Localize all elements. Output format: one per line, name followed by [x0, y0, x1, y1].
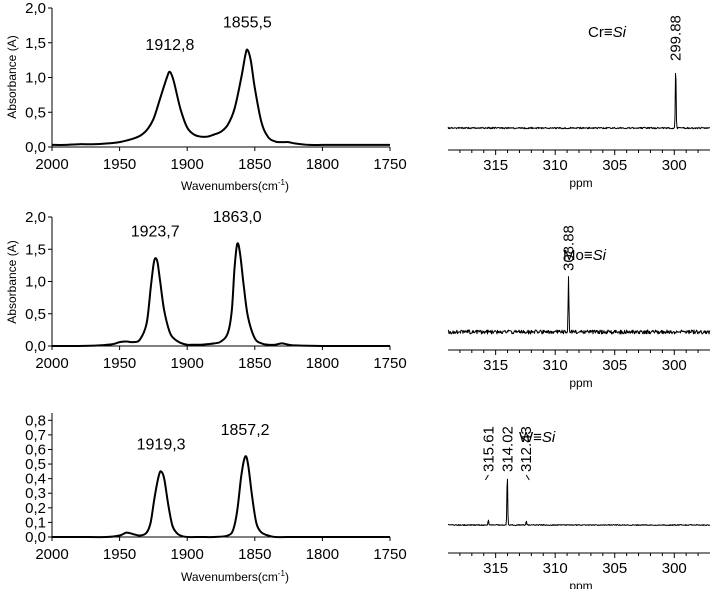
x-tick-label: 315	[483, 357, 508, 374]
compound-ligand: Si	[542, 429, 556, 446]
x-tick-label: 300	[662, 560, 687, 577]
x-tick-label: 2000	[35, 355, 68, 372]
peak-label: 315.61	[480, 426, 497, 472]
x-tick-label: 1900	[171, 156, 204, 173]
nmr-spectrum-line	[447, 72, 710, 130]
x-tick-label: 310	[543, 157, 568, 174]
x-tick-label: 305	[602, 357, 627, 374]
peak-label: 312.43	[518, 426, 535, 472]
x-tick-label: 2000	[35, 546, 68, 563]
x-axis-label-close: )	[285, 179, 289, 193]
compound-metal: Cr≡	[588, 24, 613, 41]
x-tick-label: 310	[543, 560, 568, 577]
x-tick-label: 1850	[238, 546, 271, 563]
peak-label: 1857,2	[221, 422, 270, 439]
x-tick-label: 1800	[306, 546, 339, 563]
x-tick-label: 310	[543, 357, 568, 374]
x-tick-label: 1750	[373, 156, 406, 173]
y-tick-label: 0,6	[25, 441, 46, 458]
x-tick-label: 315	[483, 157, 508, 174]
y-tick-label: 0,7	[25, 427, 46, 444]
y-tick-label: 0,1	[25, 514, 46, 531]
y-tick-label: 0,0	[25, 139, 46, 156]
x-axis-label-sup: -1	[278, 569, 286, 578]
peak-label: 1923,7	[131, 223, 180, 240]
x-tick-label: 300	[662, 357, 687, 374]
y-tick-label: 0,4	[25, 471, 46, 488]
x-tick-label: 1900	[171, 355, 204, 372]
y-axis-label: Absorbance (A)	[5, 240, 19, 323]
x-tick-label: 1900	[171, 546, 204, 563]
x-tick-label: 1800	[306, 355, 339, 372]
peak-label: 299.88	[668, 15, 685, 61]
peak-label: 308.88	[561, 225, 578, 271]
x-tick-label: 1800	[306, 156, 339, 173]
peak-label: 1919,3	[137, 436, 186, 453]
compound-ligand: Si	[593, 247, 607, 264]
x-tick-label: 300	[662, 157, 687, 174]
x-tick-label: 1950	[103, 546, 136, 563]
compound-metal: W≡	[519, 429, 542, 446]
compound-ligand: Si	[613, 24, 627, 41]
x-tick-label: 1850	[238, 355, 271, 372]
compound-metal: Mo≡	[563, 247, 593, 264]
x-axis-label-text: Wavenumbers(cm	[181, 570, 278, 584]
y-tick-label: 0,5	[25, 104, 46, 121]
ir-panel-3: 0,00,10,20,30,40,50,60,70,8 2000 1950 1900 1…	[25, 412, 407, 584]
x-axis-label-sup: -1	[278, 178, 286, 187]
nmr-spectrum-line	[447, 478, 711, 526]
x-tick-label: 1950	[103, 355, 136, 372]
y-tick-label: 1,0	[25, 274, 46, 291]
nmr-spectrum-line	[447, 276, 711, 335]
y-tick-label: 0,0	[25, 338, 46, 355]
y-tick-label: 0,5	[25, 456, 46, 473]
peak-label-leader	[484, 474, 489, 481]
y-tick-label: 2,0	[25, 209, 46, 226]
x-tick-label: 2000	[35, 156, 68, 173]
compound-label: Cr≡Si	[588, 24, 627, 41]
y-tick-label: 0,0	[25, 529, 46, 546]
peak-label: 314.02	[499, 426, 516, 472]
y-tick-label: 1,5	[25, 241, 46, 258]
ir-spectrum-line	[52, 455, 390, 539]
y-tick-label: 1,0	[25, 70, 46, 87]
nmr-panel-1: 315 310 305 300 ppm 299.88 Cr≡Si	[447, 15, 710, 190]
x-axis-label: ppm	[569, 579, 592, 589]
nmr-panel-3: 315 310 305 300 ppm 315.61 314.02 312.43W≡Si	[447, 426, 711, 589]
x-axis-label: Wavenumbers(cm-1)	[181, 569, 289, 584]
x-axis-label: ppm	[569, 176, 592, 190]
peak-label: 1912,8	[145, 37, 194, 54]
x-tick-label: 305	[602, 157, 627, 174]
peak-label: 1863,0	[213, 209, 262, 226]
ir-panel-2: 0,0 0,5 1,0 1,5 2,0 2000 1950 1900 1850 1800 1750 A…	[5, 209, 407, 372]
x-tick-label: 315	[483, 560, 508, 577]
y-axis-label: Absorbance (A)	[5, 35, 19, 118]
x-axis-label: ppm	[569, 376, 592, 390]
compound-label: Mo≡Si	[563, 247, 607, 264]
y-tick-label: 0,8	[25, 412, 46, 429]
x-tick-label: 1950	[103, 156, 136, 173]
x-axis-label-text: Wavenumbers(cm	[181, 179, 278, 193]
y-tick-label: 0,3	[25, 485, 46, 502]
x-tick-label: 1750	[373, 355, 406, 372]
y-tick-label: 0,2	[25, 500, 46, 517]
x-axis-label: Wavenumbers(cm-1)	[181, 178, 289, 193]
y-tick-label: 0,5	[25, 306, 46, 323]
peak-label: 1855,5	[223, 15, 272, 32]
x-tick-label: 1850	[238, 156, 271, 173]
peak-label-leader	[525, 474, 530, 481]
ir-spectrum-line	[51, 48, 390, 146]
x-axis-label-close: )	[285, 570, 289, 584]
ir-panel-1: 0,0 0,5 1,0 1,5 2,0 2000 1950 1900 1850 1800 1750 A…	[5, 0, 407, 193]
y-tick-label: 2,0	[25, 0, 46, 17]
x-tick-label: 305	[602, 560, 627, 577]
y-tick-label: 1,5	[25, 35, 46, 52]
compound-label: W≡Si	[519, 429, 556, 446]
x-tick-label: 1750	[373, 546, 406, 563]
ir-spectrum-line	[51, 242, 390, 348]
